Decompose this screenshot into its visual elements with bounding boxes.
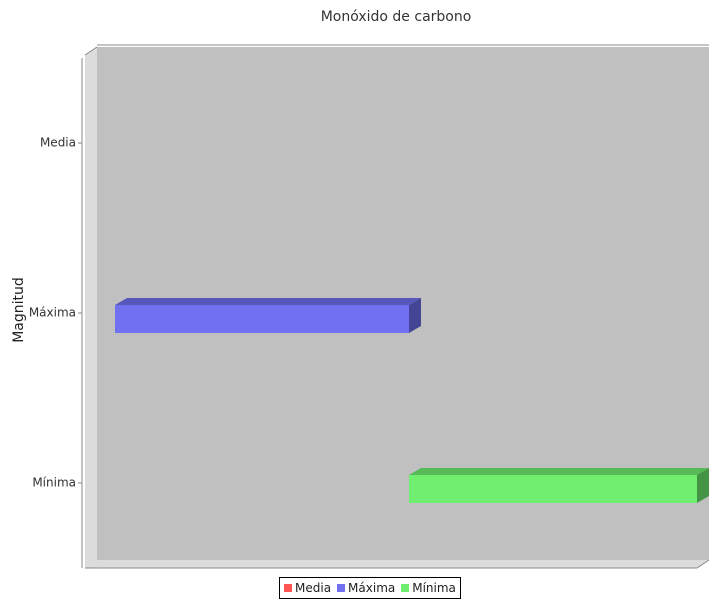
bar-top-face bbox=[115, 298, 421, 305]
bar-front-face bbox=[115, 305, 409, 333]
plot-left-wall bbox=[85, 47, 97, 568]
legend-label: Máxima bbox=[348, 581, 396, 595]
bar-maxima bbox=[115, 298, 421, 333]
bar-minima bbox=[409, 468, 709, 503]
bars bbox=[115, 298, 709, 503]
category-label: Media bbox=[40, 136, 76, 150]
legend-item: Media bbox=[284, 581, 331, 595]
legend-swatch bbox=[337, 584, 346, 592]
plot-floor bbox=[85, 560, 709, 568]
legend: Media Máxima Mínima bbox=[279, 577, 461, 599]
plot-bottom-right-edge bbox=[696, 559, 710, 569]
bar-front-face bbox=[409, 475, 697, 503]
bar-side-face bbox=[409, 298, 421, 333]
legend-label: Media bbox=[295, 581, 332, 595]
legend-label: Mínima bbox=[412, 581, 456, 595]
y-axis-label: Magnitud bbox=[11, 277, 27, 343]
bar-side-face bbox=[697, 468, 709, 503]
bar-top-face bbox=[409, 468, 709, 475]
legend-swatch bbox=[284, 584, 292, 592]
chart-title: Monóxido de carbono bbox=[321, 9, 472, 25]
legend-item: Máxima bbox=[337, 581, 395, 595]
legend-swatch bbox=[401, 584, 410, 592]
plot-left-edge bbox=[84, 46, 98, 56]
category-label: Máxima bbox=[29, 306, 76, 320]
category-ticks: Media Máxima Mínima bbox=[29, 136, 82, 490]
category-label: Mínima bbox=[32, 476, 76, 490]
legend-item: Mínima bbox=[401, 581, 456, 595]
